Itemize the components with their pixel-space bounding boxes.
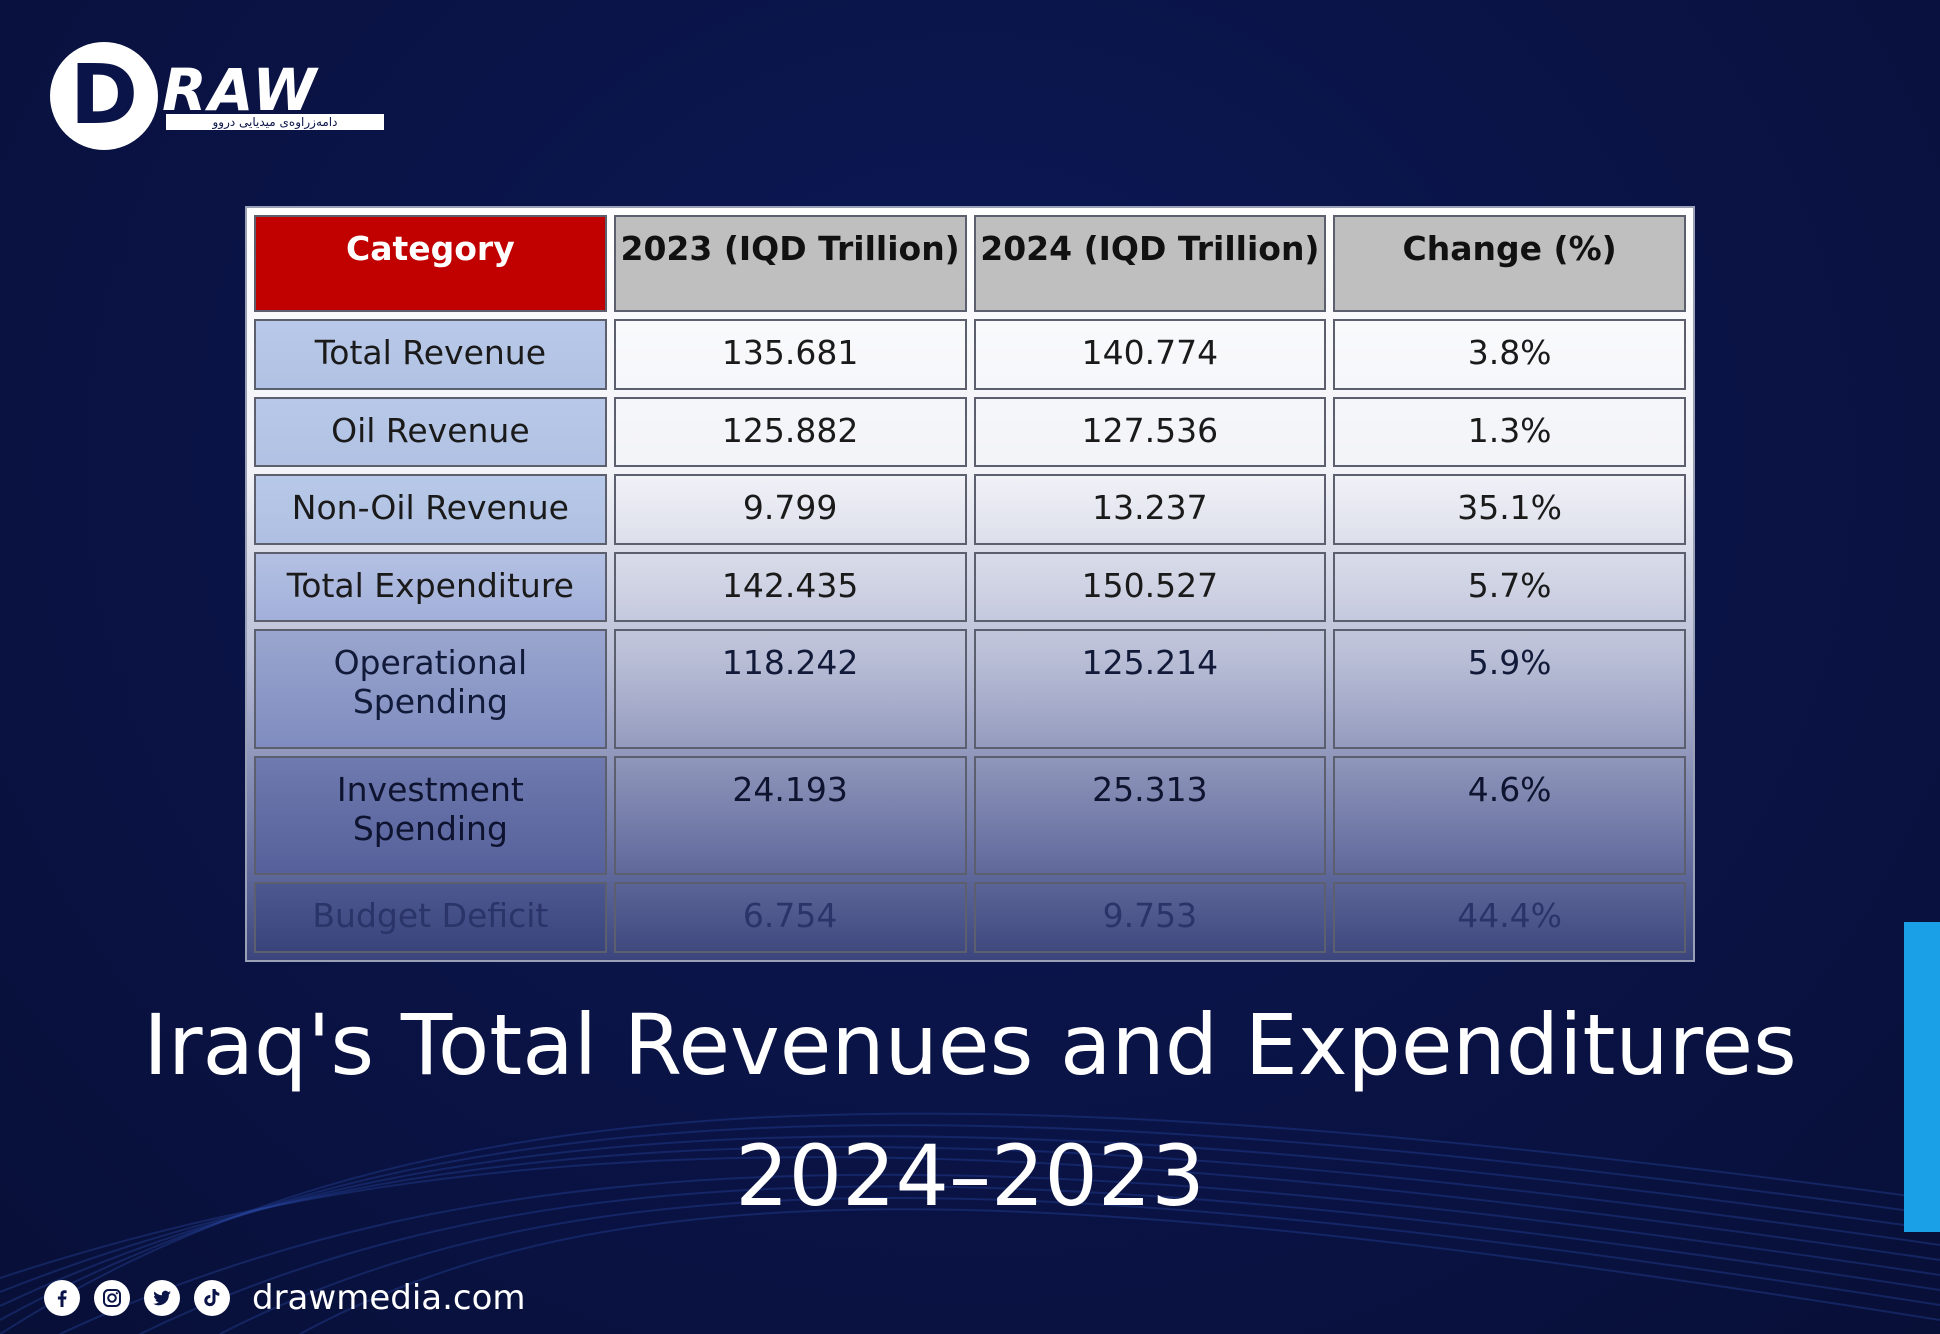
row-2023-value: 24.193 bbox=[613, 755, 967, 876]
row-2024-value: 150.527 bbox=[973, 551, 1327, 623]
header-change: Change (%) bbox=[1333, 215, 1686, 312]
row-change-value: 3.8% bbox=[1333, 319, 1686, 390]
row-category: Budget Deficit bbox=[254, 882, 607, 953]
row-2024-value: 9.753 bbox=[973, 882, 1327, 953]
instagram-icon[interactable] bbox=[94, 1280, 130, 1316]
row-change-value: 35.1% bbox=[1333, 474, 1686, 545]
row-change-value: 1.3% bbox=[1333, 396, 1686, 468]
row-category: Non-Oil Revenue bbox=[254, 474, 607, 545]
row-2023-value: 9.799 bbox=[613, 474, 967, 545]
logo-wordmark: RAW bbox=[162, 56, 319, 124]
tiktok-icon[interactable] bbox=[194, 1280, 230, 1316]
twitter-icon[interactable] bbox=[144, 1280, 180, 1316]
logo-ring bbox=[50, 42, 158, 150]
table-row: Budget Deficit 6.754 9.753 44.4% bbox=[254, 882, 1686, 953]
row-2024-value: 140.774 bbox=[973, 319, 1327, 390]
accent-side-bar bbox=[1904, 922, 1940, 1232]
row-change-value: 5.7% bbox=[1333, 551, 1686, 623]
row-change-value: 44.4% bbox=[1333, 882, 1686, 953]
table-row: Operational Spending 118.242 125.214 5.9… bbox=[254, 629, 1686, 749]
row-category: Investment Spending bbox=[254, 755, 607, 876]
facebook-icon[interactable] bbox=[44, 1280, 80, 1316]
table-row: Total Revenue 135.681 140.774 3.8% bbox=[254, 319, 1686, 390]
draw-logo: D RAW دامەزراوەی میدیایی دروو bbox=[50, 42, 384, 154]
row-2024-value: 127.536 bbox=[973, 396, 1327, 468]
header-category: Category bbox=[254, 215, 607, 312]
table-header-row: Category 2023 (IQD Trillion) 2024 (IQD T… bbox=[254, 215, 1686, 312]
logo-subtext: دامەزراوەی میدیایی دروو bbox=[166, 114, 384, 130]
infographic-title: Iraq's Total Revenues and Expenditures bbox=[143, 996, 1797, 1094]
row-2023-value: 6.754 bbox=[613, 882, 967, 953]
footer-social-bar: drawmedia.com bbox=[44, 1276, 526, 1320]
row-2024-value: 25.313 bbox=[973, 755, 1327, 876]
infographic-subtitle: 2024–2023 bbox=[735, 1127, 1205, 1225]
row-category: Operational Spending bbox=[254, 629, 607, 749]
row-2023-value: 135.681 bbox=[613, 319, 967, 390]
row-2023-value: 118.242 bbox=[613, 629, 967, 749]
row-category: Oil Revenue bbox=[254, 396, 607, 468]
table-row: Non-Oil Revenue 9.799 13.237 35.1% bbox=[254, 474, 1686, 545]
row-2023-value: 142.435 bbox=[613, 551, 967, 623]
header-2024: 2024 (IQD Trillion) bbox=[973, 215, 1327, 312]
row-category: Total Revenue bbox=[254, 319, 607, 390]
row-change-value: 4.6% bbox=[1333, 755, 1686, 876]
row-change-value: 5.9% bbox=[1333, 629, 1686, 749]
logo-letter-d: D bbox=[69, 48, 139, 143]
table-row: Oil Revenue 125.882 127.536 1.3% bbox=[254, 396, 1686, 468]
header-2023: 2023 (IQD Trillion) bbox=[613, 215, 967, 312]
budget-table: Category 2023 (IQD Trillion) 2024 (IQD T… bbox=[247, 208, 1693, 960]
table-row: Investment Spending 24.193 25.313 4.6% bbox=[254, 755, 1686, 876]
row-2024-value: 125.214 bbox=[973, 629, 1327, 749]
table-row: Total Expenditure 142.435 150.527 5.7% bbox=[254, 551, 1686, 623]
website-link[interactable]: drawmedia.com bbox=[252, 1278, 526, 1318]
row-2023-value: 125.882 bbox=[613, 396, 967, 468]
row-2024-value: 13.237 bbox=[973, 474, 1327, 545]
budget-table-frame: Category 2023 (IQD Trillion) 2024 (IQD T… bbox=[245, 206, 1695, 962]
row-category: Total Expenditure bbox=[254, 551, 607, 623]
